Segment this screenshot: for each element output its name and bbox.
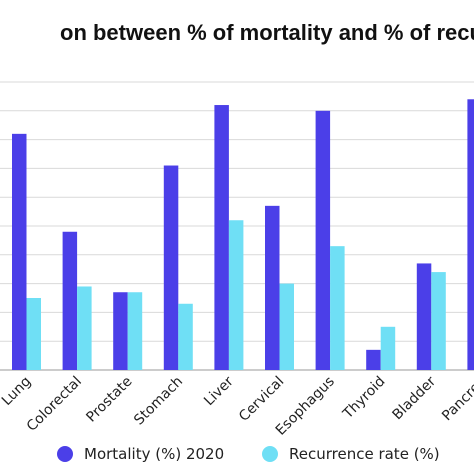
recurrence-bar-bladder [431, 272, 446, 370]
mortality-bar-esophagus [315, 110, 331, 371]
legend: Mortality (%) 2020 Recurrence rate (%) [57, 445, 440, 463]
mortality-bar-thyroid [366, 349, 381, 370]
legend-marker [262, 446, 278, 462]
mortality-bar-prostate [113, 292, 128, 370]
recurrence-bar-cervical [279, 283, 294, 370]
x-tick-label: Bladder [389, 373, 439, 423]
x-tick-label: Stomach [131, 374, 186, 429]
recurrence-bar-esophagus [330, 246, 345, 370]
mortality-bar-stomach [163, 165, 179, 370]
x-tick-label: Prostate [83, 374, 135, 426]
recurrence-bar-liver [228, 220, 244, 370]
x-tick-label: Lung [0, 374, 34, 409]
recurrence-bar-colorectal [77, 286, 92, 370]
bars [12, 99, 474, 371]
recurrence-bar-stomach [178, 303, 193, 370]
legend-marker [57, 446, 73, 462]
mortality-bar-lung [12, 133, 27, 370]
x-tick-label: Liver [201, 373, 237, 409]
x-tick-label: Cervical [236, 374, 287, 425]
x-tick-label: Pancrea [439, 374, 474, 425]
recurrence-bar-prostate [127, 292, 143, 370]
mortality-bar-cervical [265, 205, 280, 370]
legend-label: Recurrence rate (%) [289, 445, 440, 463]
mortality-bar-bladder [416, 263, 432, 370]
chart-title: on between % of mortality and % of recu [60, 20, 474, 45]
mortality-bar-pancrea [467, 99, 474, 370]
mortality-bar-liver [214, 105, 229, 370]
x-tick-label: Colorectal [24, 374, 85, 435]
x-tick-label: Thyroid [339, 374, 388, 423]
recurrence-bar-thyroid [380, 326, 396, 370]
legend-label: Mortality (%) 2020 [84, 445, 224, 463]
recurrence-bar-lung [26, 298, 41, 370]
mortality-bar-colorectal [62, 231, 78, 370]
